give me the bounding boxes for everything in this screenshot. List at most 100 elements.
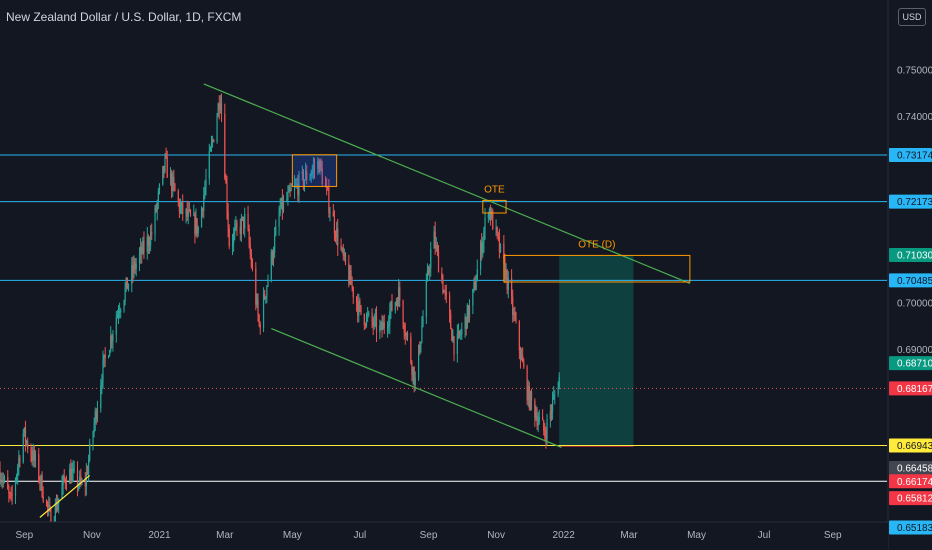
candle-body-160 [247,214,249,230]
candle-body-322 [497,233,499,237]
candle-body-139 [213,139,215,142]
candle-body-164 [251,266,254,269]
currency-button[interactable]: USD [898,8,926,26]
candle-body-113 [173,176,175,184]
candle-body-63 [95,411,97,420]
zone-box-label-1: OTE [484,184,505,195]
candle-body-55 [84,482,86,487]
candle-body-305 [472,289,474,306]
candle-body-91 [140,246,142,254]
candle-body-244 [375,316,378,333]
candle-body-126 [194,214,196,234]
candle-body-104 [158,184,161,192]
candle-body-193 [297,183,299,196]
candle-body-187 [288,187,290,193]
candle-body-200 [309,176,311,181]
candle-body-275 [425,280,427,317]
candle-body-65 [100,385,102,409]
x-tick-label-10: May [687,530,706,541]
candle-body-188 [289,187,291,191]
candle-body-292 [451,328,453,341]
candle-body-167 [257,299,259,316]
candle-body-79 [120,309,122,313]
candle-body-150 [231,242,234,247]
x-tick-label-1: Nov [83,530,101,541]
price-tag-9 [889,491,932,506]
candle-body-347 [536,415,538,426]
candle-body-313 [483,230,485,243]
candle-body-169 [259,324,261,329]
candle-body-13 [18,457,20,467]
candle-body-48 [72,468,74,472]
candle-body-154 [236,223,238,228]
candle-body-108 [165,154,167,158]
candle-body-173 [266,285,268,297]
candle-body-6 [8,489,10,494]
candle-body-7 [9,493,11,494]
long-position-stop-zone [559,445,634,447]
x-tick-label-9: Mar [620,530,638,541]
candle-body-2 [1,480,3,481]
candle-body-47 [71,471,73,483]
candle-body-5 [7,477,9,490]
candle-body-128 [196,218,198,234]
candle-body-311 [481,242,483,255]
candle-body-241 [372,322,374,327]
candle-body-19 [27,441,29,449]
candle-body-265 [410,336,412,363]
candle-body-59 [89,443,91,461]
candle-body-16 [23,427,25,434]
candle-body-9 [11,494,13,496]
candle-body-210 [324,183,327,188]
candle-body-240 [371,312,373,323]
candle-body-176 [271,251,274,261]
candle-body-134 [205,178,207,188]
candle-body-61 [93,423,95,433]
candle-body-213 [328,189,330,213]
price-tag-2 [889,247,932,262]
candle-body-226 [349,270,351,284]
candle-body-281 [434,231,436,248]
candle-body-10 [14,480,17,496]
candle-body-68 [103,354,105,360]
candle-body-94 [143,240,145,252]
candle-body-299 [461,328,463,335]
zone-box-1 [482,199,507,214]
candle-body-196 [302,171,305,186]
price-tag-label-1: 0.72173 [897,197,932,208]
candle-body-203 [312,166,314,171]
candle-body-143 [219,102,221,111]
candle-body-75 [115,317,117,335]
candle-body-219 [337,228,339,246]
candle-body-341 [527,386,529,401]
candle-body-101 [155,207,157,212]
candle-body-254 [391,301,393,311]
candle-body-230 [355,297,358,304]
candle-body-137 [210,142,213,148]
candle-body-342 [528,386,530,409]
candle-body-163 [250,254,252,267]
candle-body-217 [334,233,337,239]
candle-body-290 [448,295,451,314]
price-tag-label-6: 0.66943 [897,441,932,452]
zone-box-label-2: OTE (D) [578,239,615,250]
candle-body-234 [360,305,362,314]
candle-body-27 [40,475,42,483]
zone-box-2 [503,254,691,283]
candle-body-206 [318,161,320,173]
candle-body-260 [402,300,404,325]
candle-body-57 [86,472,89,474]
candle-body-321 [496,226,498,234]
candle-body-34 [50,509,52,533]
candle-body-197 [303,179,306,186]
candle-body-228 [351,284,353,287]
x-tick-label-3: Mar [216,530,234,541]
candle-body-85 [131,265,133,285]
candle-body-185 [286,199,288,201]
time-axis-background [0,522,888,550]
candle-body-52 [79,476,81,486]
candle-body-348 [537,421,539,426]
candle-body-123 [188,210,190,212]
candle-body-14 [19,457,21,462]
